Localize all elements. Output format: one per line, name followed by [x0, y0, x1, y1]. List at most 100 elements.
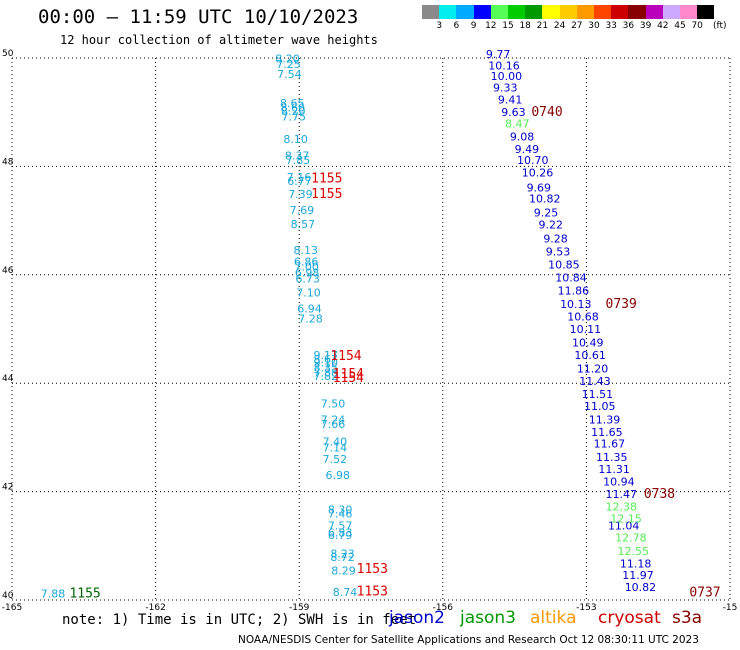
colorbar-swatch: [559, 5, 577, 19]
data-label-jason3: 8.47: [505, 117, 530, 130]
colorbar-label: 12: [485, 21, 497, 31]
time-label: 0738: [644, 487, 675, 502]
x-tick-label: -153: [576, 603, 596, 613]
data-label-jason3: 12.78: [615, 531, 647, 544]
data-label-jason2: 9.49: [515, 143, 540, 156]
time-label: 1155: [311, 172, 342, 187]
time-label: 1153: [357, 562, 388, 577]
data-label-cryosat: 8.20: [281, 105, 306, 118]
axis-labels: -165 -162 -159 -156 -153 -15 40 42 44 46 48 50: [2, 49, 738, 613]
y-tick-label: 46: [2, 266, 14, 276]
data-label-cryosat: 6.77: [287, 175, 312, 188]
x-tick-label: -165: [2, 603, 22, 613]
colorbar-label: 39: [639, 21, 652, 31]
data-label-cryosat: 8.67: [314, 353, 339, 366]
data-label-cryosat: 6.83: [328, 527, 353, 540]
data-label-jason2: 10.68: [567, 310, 599, 323]
data-label-jason2: 11.39: [589, 413, 621, 426]
x-tick-label: -15: [723, 603, 738, 613]
time-labels: 1155115511541154115411531153115507400739…: [69, 105, 720, 601]
data-label-jason2: 11.43: [579, 375, 611, 388]
data-label-cryosat: 7.28: [298, 312, 323, 325]
data-label-cryosat: 9.17: [314, 349, 339, 362]
colorbar-label: 70: [691, 21, 703, 31]
satellite-cryosat: cryosat: [598, 608, 661, 628]
data-label-jason2: 10.84: [555, 271, 587, 284]
data-label-cryosat: 7.88: [314, 367, 339, 380]
colorbar-label: 36: [622, 21, 635, 31]
data-label-cryosat: 6.79: [328, 529, 353, 542]
data-label-jason2: 10.61: [574, 349, 606, 362]
colorbar-swatch: [456, 5, 474, 19]
data-label-jason2: 9.28: [543, 232, 568, 245]
footer-note: note: 1) Time is in UTC; 2) SWH is in fe…: [62, 612, 417, 628]
data-label-jason2: 9.41: [498, 94, 523, 107]
time-label: 0737: [689, 586, 720, 601]
data-label-jason2: 11.18: [620, 557, 652, 570]
satellite-s3a: s3a: [672, 608, 703, 628]
chart-subtitle: 12 hour collection of altimeter wave hei…: [60, 33, 378, 47]
data-label-cryosat: 8.74: [333, 586, 358, 599]
data-label-cryosat: 8.65: [280, 97, 305, 110]
colorbar-label: 3: [436, 21, 443, 31]
y-tick-label: 50: [2, 49, 14, 59]
data-label-cryosat: 7.40: [323, 436, 348, 449]
colorbar-label: 30: [588, 21, 600, 31]
data-label-cryosat: 8.30: [328, 503, 353, 516]
data-label-jason3: 12.55: [618, 545, 650, 558]
data-label-cryosat: 6.98: [326, 469, 351, 482]
data-label-jason2: 9.53: [546, 245, 571, 258]
data-label-cryosat: 8.13: [293, 244, 318, 257]
data-label-cryosat: 8.35: [314, 361, 339, 374]
data-label-cryosat: 8.57: [291, 218, 316, 231]
colorbar-label: 42: [657, 21, 669, 31]
colorbar-swatch: [508, 5, 526, 19]
data-label-jason2: 11.86: [558, 284, 590, 297]
satellite-altika: altika: [530, 608, 577, 628]
data-label-jason2: 11.97: [622, 569, 654, 582]
y-tick-label: 40: [2, 591, 14, 601]
colorbar-swatch: [697, 5, 715, 19]
data-label-cryosat: 7.85: [286, 154, 311, 167]
time-label: 1154: [333, 371, 364, 386]
colorbar-swatch: [628, 5, 646, 19]
time-label: 1155: [69, 586, 100, 601]
data-label-cryosat: 7.16: [287, 171, 312, 184]
data-labels: 8.207.257.548.658.608.207.758.108.377.85…: [41, 48, 656, 600]
data-label-cryosat: 7.10: [296, 286, 321, 299]
colorbar-label: 18: [519, 21, 531, 31]
data-label-jason2: 9.63: [501, 106, 526, 119]
data-label-cryosat: 7.25: [276, 58, 301, 71]
data-label-jason2: 9.22: [539, 219, 564, 232]
data-label-jason2: 10.82: [625, 581, 657, 594]
data-label-cryosat: 7.50: [321, 398, 346, 411]
colorbar-swatch: [611, 5, 629, 19]
data-label-jason2: 11.51: [582, 388, 614, 401]
data-label-jason2: 10.85: [548, 258, 580, 271]
colorbar-label: 21: [536, 21, 549, 31]
data-label-cryosat: 7.39: [288, 188, 313, 201]
data-label-cryosat: 6.98: [295, 266, 320, 279]
data-label-jason2: 9.25: [534, 206, 559, 219]
colorbar-swatch: [473, 5, 491, 19]
data-label-jason3: 12.38: [606, 501, 638, 514]
data-label-cryosat: 7.57: [328, 520, 353, 533]
data-label-jason2: 11.35: [596, 451, 628, 464]
data-label-jason2: 9.77: [486, 48, 511, 61]
colorbar-swatch: [576, 5, 594, 19]
data-label-cryosat: 7.52: [323, 453, 348, 466]
time-label: 1154: [330, 349, 361, 364]
data-label-cryosat: 6.86: [294, 256, 319, 269]
data-label-cryosat: 8.10: [283, 133, 308, 146]
colorbar-swatch: [680, 5, 698, 19]
colorbar-swatch: [422, 5, 440, 19]
colorbar-label: 24: [553, 21, 566, 31]
colorbar-label: 45: [674, 21, 686, 31]
data-label-jason2: 11.04: [608, 520, 640, 533]
data-label-jason2: 9.69: [527, 181, 552, 194]
satellite-jason3: jason3: [460, 608, 516, 628]
colorbar-label: 6: [453, 21, 460, 31]
time-label: 0740: [531, 105, 562, 120]
data-label-jason2: 9.08: [510, 130, 535, 143]
